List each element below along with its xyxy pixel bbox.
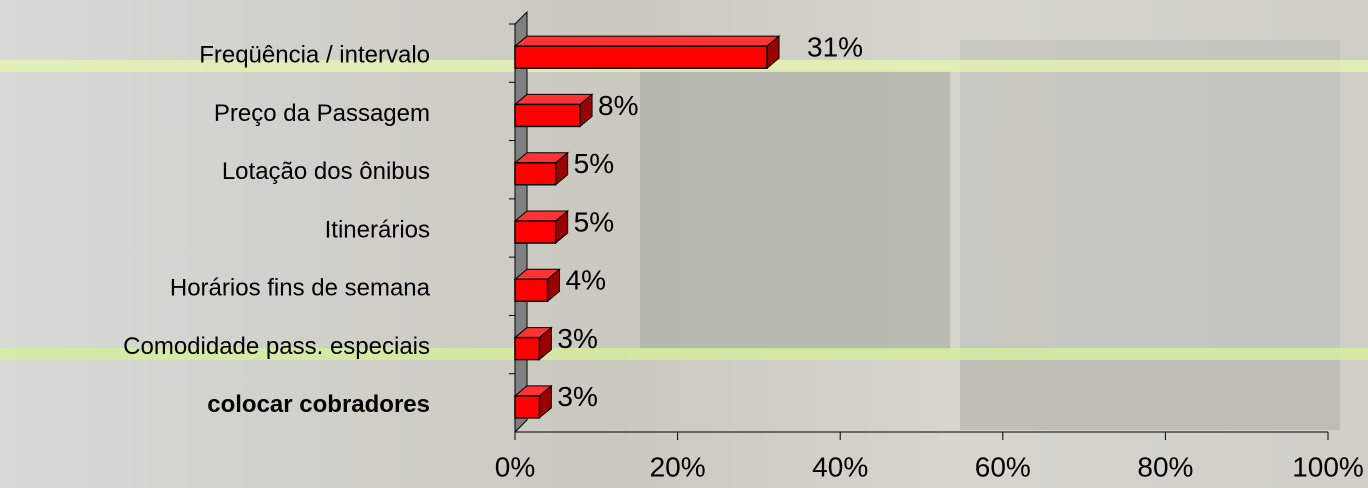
value-label: 3% xyxy=(557,381,597,412)
value-label: 4% xyxy=(566,265,606,296)
y-tick-label: Freqüência / intervalo xyxy=(199,41,430,68)
bar xyxy=(514,161,557,186)
y-tick-label: Preço da Passagem xyxy=(214,100,430,127)
x-tick-label: 20% xyxy=(650,451,706,482)
y-tick-label: Itinerários xyxy=(325,216,430,243)
x-tick-label: 80% xyxy=(1137,451,1193,482)
y-tick-label: Lotação dos ônibus xyxy=(222,158,430,185)
y-tick-label: Horários fins de semana xyxy=(170,275,431,302)
x-tick-label: 0% xyxy=(495,451,535,482)
value-label: 3% xyxy=(557,323,597,354)
bar xyxy=(514,395,541,419)
value-label: 8% xyxy=(598,90,638,121)
y-tick-label: colocar cobradores xyxy=(207,391,430,418)
value-label: 5% xyxy=(574,148,614,179)
bar xyxy=(514,220,557,244)
x-tick-label: 100% xyxy=(1292,451,1364,482)
bar-top xyxy=(513,35,781,47)
bar xyxy=(514,336,541,361)
value-label: 31% xyxy=(807,32,863,63)
y-tick-label: Comodidade pass. especiais xyxy=(123,333,430,360)
bar xyxy=(514,45,768,69)
x-tick-label: 60% xyxy=(975,451,1031,482)
bar-top xyxy=(513,93,594,105)
bar xyxy=(514,103,581,128)
plot-area: 0% 20% 40% 60% 80% 100% Freqüência / intervalo… xyxy=(123,10,1364,482)
value-label: 5% xyxy=(574,206,614,237)
bar xyxy=(514,278,549,303)
x-tick-label: 40% xyxy=(812,451,868,482)
